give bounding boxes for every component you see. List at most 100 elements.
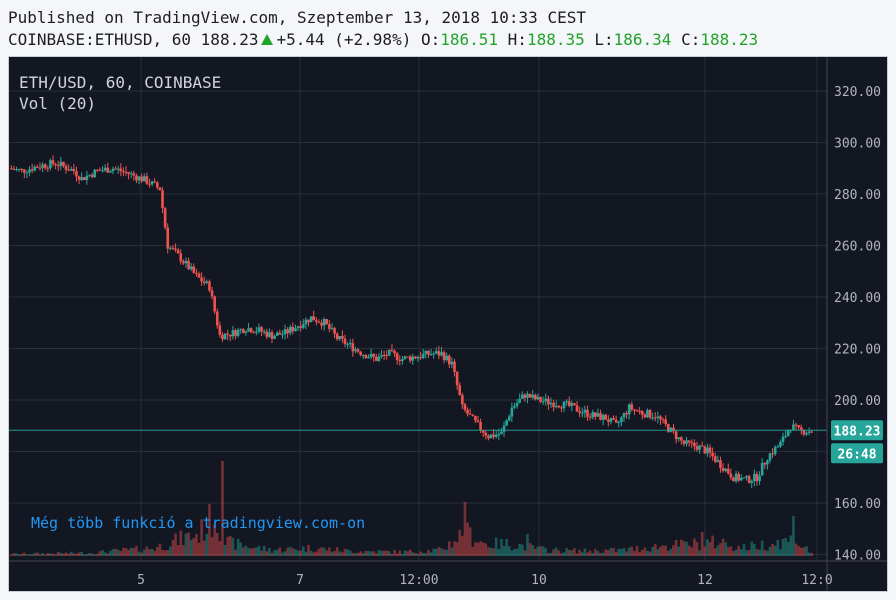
volume-bar bbox=[132, 548, 136, 556]
candle-body bbox=[83, 177, 86, 180]
candle-body bbox=[560, 407, 563, 409]
symbol-label: COINBASE:ETHUSD, 60 bbox=[8, 30, 192, 49]
volume-bar bbox=[163, 550, 167, 556]
candle-body bbox=[664, 419, 667, 425]
candle-body bbox=[797, 425, 800, 428]
volume-bar bbox=[234, 549, 237, 556]
volume-bar bbox=[328, 547, 331, 556]
price-tick-label: 280.00 bbox=[834, 188, 881, 203]
volume-bar bbox=[554, 547, 558, 556]
volume-bar bbox=[296, 550, 300, 556]
price-tick-label: 260.00 bbox=[834, 240, 881, 255]
candle-body bbox=[270, 332, 274, 339]
candle-body bbox=[390, 349, 394, 351]
volume-bar bbox=[680, 539, 683, 556]
volume-bar bbox=[388, 551, 391, 556]
volume-bar bbox=[309, 550, 313, 556]
volume-bar bbox=[429, 552, 433, 556]
candle-body bbox=[481, 430, 485, 433]
volume-bar bbox=[586, 552, 589, 556]
candle-body bbox=[182, 261, 185, 264]
volume-bar bbox=[30, 554, 34, 556]
volume-bar bbox=[229, 535, 232, 556]
volume-bar bbox=[43, 554, 47, 556]
volume-bar bbox=[268, 547, 271, 556]
candle-body bbox=[740, 477, 743, 481]
candle-body bbox=[382, 354, 386, 356]
candle-body bbox=[445, 355, 448, 361]
volume-bar bbox=[734, 549, 738, 556]
volume-bar bbox=[145, 546, 149, 556]
candle-body bbox=[124, 171, 128, 173]
volume-bar bbox=[270, 552, 274, 556]
volume-bar bbox=[773, 545, 777, 556]
time-tick-label: 5 bbox=[137, 573, 145, 588]
candle-body bbox=[401, 359, 404, 361]
volume-bar bbox=[406, 551, 409, 556]
candle-body bbox=[184, 260, 188, 264]
candle-body bbox=[161, 190, 164, 209]
volume-bar bbox=[369, 551, 373, 556]
volume-bar bbox=[544, 548, 548, 556]
candle-body bbox=[792, 424, 795, 430]
volume-bar bbox=[10, 554, 13, 556]
volume-bar bbox=[158, 543, 162, 556]
candle-body bbox=[685, 440, 688, 444]
legend-volume: Vol (20) bbox=[19, 94, 96, 113]
volume-bar bbox=[291, 548, 295, 556]
volume-bar bbox=[570, 550, 574, 556]
volume-bar bbox=[36, 552, 39, 556]
volume-bar bbox=[753, 543, 756, 556]
candle-body bbox=[278, 332, 282, 335]
volume-bar bbox=[28, 554, 31, 556]
watermark-link[interactable]: Még több funkció a tradingview.com-on bbox=[31, 514, 365, 532]
last-price-tag-label: 188.23 bbox=[834, 424, 881, 439]
volume-bar bbox=[252, 548, 256, 556]
candle-body bbox=[333, 328, 336, 334]
volume-bar bbox=[445, 549, 448, 556]
candle-body bbox=[507, 416, 511, 421]
candle-body bbox=[210, 290, 214, 297]
volume-bar bbox=[302, 546, 305, 556]
candle-body bbox=[239, 329, 243, 331]
volume-bar bbox=[101, 550, 104, 556]
candle-body bbox=[296, 326, 300, 329]
volume-bar bbox=[153, 550, 156, 556]
candle-body bbox=[17, 169, 21, 171]
candle-body bbox=[476, 420, 480, 423]
price-chart[interactable]: 320.00 300.00 280.00 260.00 240.00 220.00 200.… bbox=[9, 57, 887, 591]
candle-body bbox=[505, 420, 508, 426]
volume-bar bbox=[612, 548, 615, 556]
candle-body bbox=[442, 352, 446, 361]
volume-bar bbox=[299, 550, 302, 556]
volume-bar bbox=[182, 545, 185, 556]
candle-body bbox=[286, 329, 289, 334]
chart-frame[interactable]: 320.00 300.00 280.00 260.00 240.00 220.00 200.… bbox=[8, 56, 888, 592]
candle-body bbox=[794, 424, 798, 426]
volume-bar bbox=[215, 532, 219, 556]
candle-body bbox=[309, 316, 313, 323]
candle-body bbox=[567, 401, 571, 406]
candle-body bbox=[695, 446, 699, 450]
volume-bar bbox=[771, 543, 774, 556]
candle-body bbox=[711, 452, 714, 457]
candle-body bbox=[10, 168, 13, 170]
candle-body bbox=[64, 165, 68, 170]
volume-bar bbox=[786, 541, 790, 556]
candle-body bbox=[142, 176, 146, 182]
candle-body bbox=[737, 473, 740, 481]
candle-body bbox=[742, 477, 746, 479]
volume-bar bbox=[740, 549, 743, 556]
candle-body bbox=[205, 281, 209, 283]
volume-bar bbox=[192, 537, 196, 556]
ohlc-line: COINBASE:ETHUSD, 60 188.23 +5.44 (+2.98%)… bbox=[8, 30, 758, 49]
volume-bar bbox=[195, 534, 198, 556]
candle-body bbox=[88, 174, 91, 176]
volume-bar bbox=[90, 553, 94, 556]
volume-bar bbox=[792, 516, 795, 556]
volume-bar bbox=[617, 548, 621, 556]
volume-bar bbox=[489, 547, 493, 556]
volume-bar bbox=[560, 553, 563, 556]
candle-body bbox=[659, 416, 662, 420]
candle-body bbox=[680, 437, 683, 441]
